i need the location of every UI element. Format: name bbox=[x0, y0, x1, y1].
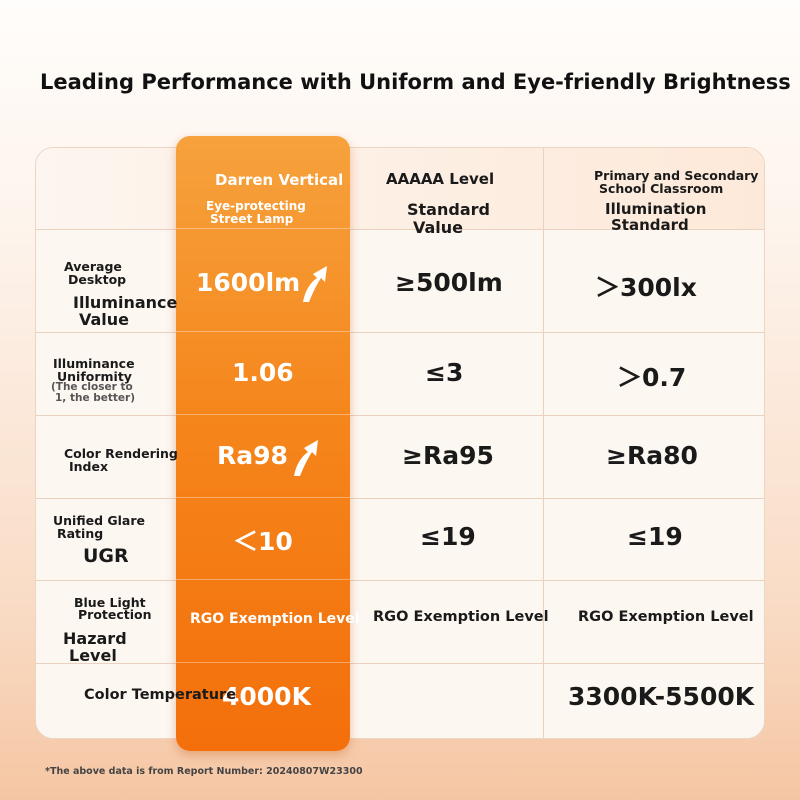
row1-aaaaa-value: ≥500lm bbox=[395, 268, 503, 297]
row2-label-line4: 1, the better) bbox=[55, 392, 135, 404]
header-aaaaa-standard: Standard bbox=[407, 200, 490, 219]
header-school-line3: Illumination bbox=[605, 200, 707, 218]
row-divider bbox=[36, 663, 764, 664]
row2-label-line3: (The closer to bbox=[51, 381, 133, 393]
row5-label-line4: Level bbox=[69, 646, 117, 665]
row-divider bbox=[36, 580, 764, 581]
row3-label-line1: Color Rendering bbox=[64, 446, 178, 461]
row5-school-value: RGO Exemption Level bbox=[578, 609, 754, 625]
row5-label-line3: Hazard bbox=[63, 629, 127, 648]
row2-school-value: ＞0.7 bbox=[617, 363, 687, 392]
row1-label-line3: Illuminance bbox=[73, 293, 178, 312]
row1-school-value: ＞300lx bbox=[595, 273, 697, 302]
row4-school-value: ≤19 bbox=[627, 522, 683, 551]
row6-label: Color Temperature bbox=[84, 687, 237, 703]
row-divider bbox=[36, 229, 764, 230]
column-divider bbox=[543, 148, 544, 738]
footnote: *The above data is from Report Number: 2… bbox=[45, 766, 363, 777]
table-header-band bbox=[36, 148, 764, 229]
row4-aaaaa-value: ≤19 bbox=[420, 522, 476, 551]
row1-darren-value: 1600lm bbox=[196, 268, 301, 297]
page-title: Leading Performance with Uniform and Eye… bbox=[40, 70, 791, 94]
header-darren-title: Darren Vertical bbox=[215, 171, 344, 189]
row2-label-line2: Uniformity bbox=[57, 369, 132, 384]
highlight-row-divider bbox=[176, 579, 350, 580]
row1-label-line1: Average bbox=[64, 259, 122, 274]
row2-label-line1: Illuminance bbox=[53, 356, 135, 371]
curved-up-arrow-icon bbox=[303, 266, 327, 302]
row5-aaaaa-value: RGO Exemption Level bbox=[373, 609, 549, 625]
row3-school-value: ≥Ra80 bbox=[606, 441, 698, 470]
header-school-line1: Primary and Secondary bbox=[594, 168, 759, 183]
row-divider bbox=[36, 415, 764, 416]
row2-aaaaa-value: ≤3 bbox=[425, 358, 464, 387]
curved-up-arrow-icon bbox=[294, 440, 318, 476]
header-school-line2: School Classroom bbox=[599, 181, 724, 196]
highlight-row-divider bbox=[176, 414, 350, 415]
row1-label-line4: Value bbox=[79, 310, 130, 329]
highlight-row-divider bbox=[176, 331, 350, 332]
row4-darren-value: ＜10 bbox=[233, 527, 293, 556]
header-aaaaa-value: Value bbox=[413, 218, 464, 237]
row-divider bbox=[36, 332, 764, 333]
row6-darren-value: 4000K bbox=[222, 682, 311, 711]
row3-darren-value: Ra98 bbox=[217, 441, 288, 470]
row1-label-line2: Desktop bbox=[68, 272, 127, 287]
header-school-line4: Standard bbox=[611, 216, 689, 234]
row2-darren-value: 1.06 bbox=[232, 358, 294, 387]
row6-school-value: 3300K-5500K bbox=[568, 682, 755, 711]
highlight-column bbox=[176, 136, 350, 751]
header-darren-sub1: Eye-protecting bbox=[206, 199, 306, 213]
comparison-table bbox=[35, 147, 765, 739]
row5-darren-value: RGO Exemption Level bbox=[190, 611, 360, 627]
row5-label-line1: Blue Light bbox=[74, 595, 146, 610]
header-aaaaa-title: AAAAA Level bbox=[386, 170, 495, 188]
highlight-row-divider bbox=[176, 497, 350, 498]
highlight-row-divider bbox=[176, 228, 350, 229]
row3-aaaaa-value: ≥Ra95 bbox=[402, 441, 494, 470]
header-darren-sub2: Street Lamp bbox=[210, 212, 294, 226]
row4-label-line2: Rating bbox=[57, 526, 104, 541]
row3-label-line2: Index bbox=[69, 459, 109, 474]
row-divider bbox=[36, 498, 764, 499]
row4-label-line1: Unified Glare bbox=[53, 513, 145, 528]
highlight-row-divider bbox=[176, 662, 350, 663]
row5-label-line2: Protection bbox=[78, 607, 152, 622]
row4-label-line3: UGR bbox=[83, 545, 129, 567]
